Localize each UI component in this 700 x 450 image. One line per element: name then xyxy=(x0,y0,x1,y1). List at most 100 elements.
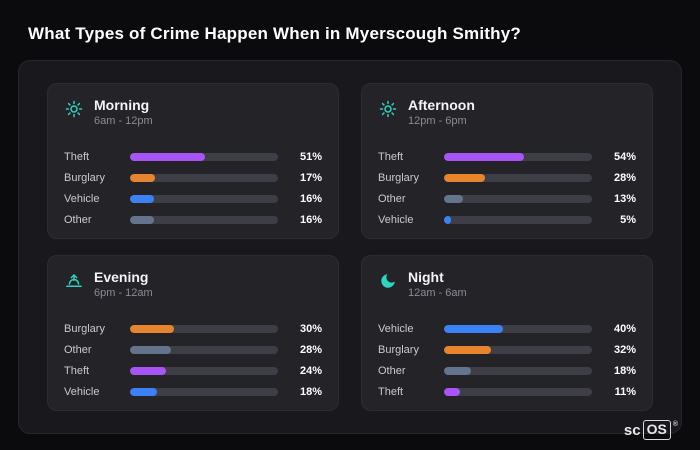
crime-type-label: Burglary xyxy=(64,323,105,335)
bar-track xyxy=(444,174,592,182)
sunset-icon xyxy=(64,271,84,291)
bar-fill xyxy=(444,174,486,182)
percentage-value: 30% xyxy=(299,323,322,335)
percentage-value: 13% xyxy=(613,193,636,205)
card-header: Morning 6am - 12pm xyxy=(64,97,322,127)
scos-logo: sc OS ® xyxy=(624,420,678,440)
bar-track xyxy=(130,153,278,161)
moon-icon xyxy=(378,271,398,291)
bar-fill xyxy=(130,346,172,354)
bar-track xyxy=(444,325,592,333)
crime-type-label: Theft xyxy=(64,151,90,163)
bar-fill xyxy=(130,388,157,396)
cards-grid: Morning 6am - 12pm Theft 51% Burglary 17… xyxy=(47,83,653,411)
bar-row: Burglary 17% xyxy=(64,172,322,184)
bar-track xyxy=(130,195,278,203)
percentage-value: 32% xyxy=(613,344,636,356)
dashboard-panel: Morning 6am - 12pm Theft 51% Burglary 17… xyxy=(18,60,682,434)
crime-type-label: Other xyxy=(378,365,406,377)
bar-fill xyxy=(130,325,175,333)
bar-row: Theft 11% xyxy=(378,386,636,398)
percentage-value: 11% xyxy=(614,386,636,398)
bar-track xyxy=(130,388,278,396)
crime-type-label: Theft xyxy=(64,365,90,377)
crime-type-label: Burglary xyxy=(64,172,105,184)
card-subtitle: 6pm - 12am xyxy=(94,287,153,300)
bar-track xyxy=(444,346,592,354)
crime-type-label: Other xyxy=(64,344,92,356)
percentage-value: 40% xyxy=(613,323,636,335)
percentage-value: 51% xyxy=(299,151,322,163)
crime-type-label: Vehicle xyxy=(64,386,100,398)
bar-row: Theft 24% xyxy=(64,365,322,377)
bar-track xyxy=(444,153,592,161)
crime-type-label: Theft xyxy=(378,386,404,398)
crime-type-label: Burglary xyxy=(378,172,419,184)
bar-track xyxy=(130,174,278,182)
crime-type-label: Vehicle xyxy=(378,214,414,226)
bar-track xyxy=(444,367,592,375)
bar-fill xyxy=(130,195,154,203)
bar-row: Vehicle 5% xyxy=(378,214,636,226)
crime-type-label: Other xyxy=(378,193,406,205)
card-header: Evening 6pm - 12am xyxy=(64,269,322,299)
bar-track xyxy=(130,216,278,224)
bar-row: Vehicle 40% xyxy=(378,323,636,335)
bar-row: Other 16% xyxy=(64,214,322,226)
bar-track xyxy=(444,216,592,224)
card-title: Evening xyxy=(94,269,149,285)
card-subtitle: 12pm - 6pm xyxy=(408,115,467,128)
bar-fill xyxy=(444,346,492,354)
sun-icon xyxy=(378,99,398,119)
sun-icon xyxy=(64,99,84,119)
percentage-value: 16% xyxy=(299,193,322,205)
card-title: Night xyxy=(408,269,444,285)
bar-fill xyxy=(130,153,206,161)
logo-prefix: sc xyxy=(623,421,641,439)
bar-rows: Vehicle 40% Burglary 32% Other 18% Theft… xyxy=(378,323,636,398)
bar-fill xyxy=(444,367,471,375)
card-night: Night 12am - 6am Vehicle 40% Burglary 32… xyxy=(361,255,653,411)
bar-track xyxy=(130,367,278,375)
bar-fill xyxy=(130,367,166,375)
crime-type-label: Burglary xyxy=(378,344,419,356)
card-subtitle: 6am - 12pm xyxy=(94,115,153,128)
bar-row: Burglary 32% xyxy=(378,344,636,356)
bar-track xyxy=(130,325,278,333)
card-evening: Evening 6pm - 12am Burglary 30% Other 28… xyxy=(47,255,339,411)
crime-type-label: Vehicle xyxy=(378,323,414,335)
percentage-value: 18% xyxy=(613,365,636,377)
bar-rows: Theft 54% Burglary 28% Other 13% Vehicle… xyxy=(378,151,636,226)
percentage-value: 28% xyxy=(613,172,636,184)
bar-fill xyxy=(130,216,154,224)
card-header: Afternoon 12pm - 6pm xyxy=(378,97,636,127)
card-morning: Morning 6am - 12pm Theft 51% Burglary 17… xyxy=(47,83,339,239)
bar-track xyxy=(444,195,592,203)
crime-type-label: Theft xyxy=(378,151,404,163)
card-title: Morning xyxy=(94,97,150,113)
card-afternoon: Afternoon 12pm - 6pm Theft 54% Burglary … xyxy=(361,83,653,239)
percentage-value: 5% xyxy=(620,214,636,226)
bar-row: Vehicle 16% xyxy=(64,193,322,205)
bar-row: Burglary 28% xyxy=(378,172,636,184)
bar-row: Theft 51% xyxy=(64,151,322,163)
bar-fill xyxy=(444,325,504,333)
bar-rows: Theft 51% Burglary 17% Vehicle 16% Other… xyxy=(64,151,322,226)
bar-rows: Burglary 30% Other 28% Theft 24% Vehicle… xyxy=(64,323,322,398)
percentage-value: 28% xyxy=(299,344,322,356)
percentage-value: 17% xyxy=(299,172,322,184)
bar-fill xyxy=(444,153,524,161)
percentage-value: 18% xyxy=(299,386,322,398)
bar-row: Other 28% xyxy=(64,344,322,356)
bar-row: Other 13% xyxy=(378,193,636,205)
crime-type-label: Vehicle xyxy=(64,193,100,205)
registered-mark: ® xyxy=(672,421,678,429)
bar-row: Vehicle 18% xyxy=(64,386,322,398)
page-title: What Types of Crime Happen When in Myers… xyxy=(28,24,521,43)
crime-type-label: Other xyxy=(64,214,92,226)
percentage-value: 16% xyxy=(299,214,322,226)
bar-row: Theft 54% xyxy=(378,151,636,163)
percentage-value: 24% xyxy=(299,365,322,377)
card-subtitle: 12am - 6am xyxy=(408,287,467,300)
bar-fill xyxy=(444,216,452,224)
